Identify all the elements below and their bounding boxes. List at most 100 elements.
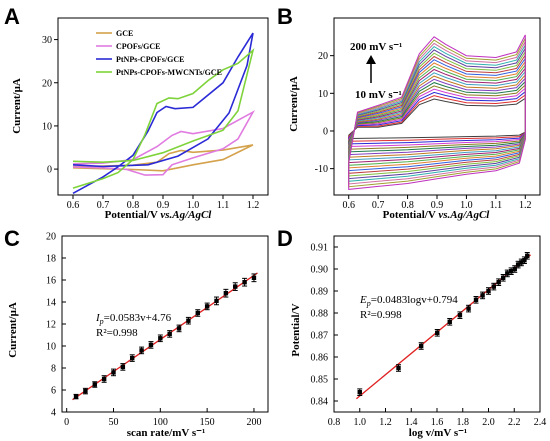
panel-b-xtick-label: 1.0: [460, 200, 473, 211]
panel-b-xtick-label: 0.8: [401, 200, 414, 211]
panel-b-ytick-label: -10: [315, 164, 328, 175]
panel-d-xtick-label: 1.8: [457, 417, 470, 428]
panel-b-ytick-label: 0: [323, 126, 328, 137]
panel-b-axes: 0.6 0.7 0.8 0.9 1.0 1.1 1.2 -10 0 10 20: [315, 17, 541, 211]
panel-c-point: [83, 388, 88, 394]
panel-b-series-10: [348, 97, 526, 140]
panel-b-series-140: [348, 53, 526, 174]
panel-d-xlabel: log v/mV s⁻¹: [409, 427, 467, 439]
panel-d-xtick-label: 1.0: [354, 417, 367, 428]
panel-b-series-20: [348, 94, 526, 142]
panel-d-point: [522, 258, 527, 263]
panel-c-ytick-label: 16: [46, 276, 56, 287]
panel-c-ylabel: Current/μA: [7, 302, 19, 358]
panel-c-xtick-label: 150: [200, 417, 215, 428]
panel-d-point: [418, 343, 424, 349]
panel-d-ytick-label: 0.84: [311, 397, 329, 408]
panel-b-series-80: [348, 73, 526, 158]
panel-label-a: A: [4, 4, 20, 29]
panel-c-point: [176, 326, 182, 331]
panel-a-series-ptnps: [72, 32, 254, 195]
panel-c-point: [214, 298, 219, 304]
panel-d-xtick-label: 1.4: [405, 417, 418, 428]
panel-d-ytick-label: 0.87: [311, 331, 329, 342]
panel-c-point: [120, 364, 126, 370]
panel-a-legend-label: PtNPs-CPOFs/GCE: [116, 55, 184, 64]
panel-a-series-mwcnts: [72, 48, 255, 189]
panel-b-ytick-label: 10: [318, 89, 328, 100]
panel-d-xtick-label: 0.8: [328, 417, 341, 428]
panel-c-ytick-label: 8: [51, 364, 56, 375]
panel-d-axes: 0.8 1.0 1.2 1.4 1.6 1.8 2.0 2.2 2.4 0.84 0.85 0.86 0…: [311, 235, 546, 428]
panel-c-equation-text: Ip=0.0583v+4.76: [95, 312, 172, 326]
panel-b-arrow-head: [366, 55, 376, 64]
panel-a-xlabel: Potential/V vs.Ag/AgCl: [105, 209, 213, 221]
panel-a-xtick-label: 0.8: [127, 200, 140, 211]
panel-b-ytick-label: 20: [318, 51, 328, 62]
panel-a-ylabel: Current/μA: [11, 78, 23, 134]
panel-c-point: [223, 291, 229, 296]
panel-a-curves: [72, 32, 256, 195]
panel-b-xtick-label: 0.9: [431, 200, 444, 211]
panel-b-annotation-top: 200 mV s⁻¹: [350, 41, 402, 53]
panel-c-point: [195, 310, 200, 316]
panel-c-point: [73, 394, 79, 399]
panel-a-xtick-label: 0.6: [67, 200, 80, 211]
panel-a-xtick-label: 1.1: [217, 200, 230, 211]
panel-b-annotation: 200 mV s⁻¹ 10 mV s⁻¹: [350, 41, 402, 101]
panel-b-series-40: [348, 87, 526, 148]
panel-c-ytick-label: 4: [51, 408, 56, 419]
panel-c-point: [233, 284, 238, 289]
panel-a-axes: 0.6 0.7 0.8 0.9 1.0 1.1 1.2 0 10 20 30: [42, 17, 269, 211]
panel-a-ytick-label: 30: [42, 35, 52, 46]
panel-d-frame: [333, 235, 541, 413]
panel-c-point: [204, 304, 210, 309]
panel-d-point: [525, 253, 530, 258]
panel-d-ytick-label: 0.91: [311, 243, 329, 254]
panel-a-xtick-label: 0.7: [97, 200, 110, 211]
panel-c-point: [139, 348, 144, 353]
panel-d-point: [512, 266, 517, 272]
panel-label-d: D: [277, 226, 293, 251]
panel-c-point: [92, 382, 97, 387]
panel-b-series-90: [348, 70, 526, 161]
panel-label-c: C: [4, 226, 20, 251]
panel-d-point: [505, 271, 510, 276]
panel-b-series-190: [348, 38, 526, 188]
panel-b-series-110: [348, 63, 526, 166]
panel-a-series-gce: [72, 144, 254, 172]
panel-b-series-60: [348, 80, 526, 153]
panel-c-point: [251, 275, 257, 280]
panel-a-ytick-label: 20: [42, 78, 52, 89]
panel-b-ylabel: Current/μA: [288, 76, 300, 132]
panel-b-series-200: [348, 34, 526, 190]
panel-d-ytick-label: 0.88: [311, 309, 329, 320]
panel-d-point: [473, 297, 479, 302]
panel-a-legend: GCE CPOFs/GCE PtNPs-CPOFs/GCE PtNPs-CPOFs-M…: [96, 29, 222, 77]
panel-b-series-100: [348, 66, 526, 164]
panel-d-xtick-label: 1.6: [431, 417, 444, 428]
panel-c-point: [101, 376, 107, 382]
panel-c-point: [167, 331, 172, 337]
panel-a-xtick-label: 1.0: [187, 200, 200, 211]
panel-b-xtick-label: 0.6: [342, 200, 355, 211]
panel-d-xtick-label: 2.0: [482, 417, 495, 428]
panel-a-legend-label: PtNPs-CPOFs-MWCNTs/GCE: [116, 68, 222, 77]
panel-d-point: [491, 284, 496, 289]
panel-d-point: [466, 306, 471, 311]
panel-a-series-cpofs: [72, 110, 256, 176]
panel-c-point: [158, 336, 163, 341]
panel-d-point: [500, 275, 506, 280]
panel-d-point: [480, 293, 485, 298]
panel-d-point: [357, 390, 362, 395]
panel-d-xtick-label: 1.2: [379, 417, 392, 428]
panel-b-series-130: [348, 56, 526, 172]
panel-b-series-160: [348, 46, 526, 180]
panel-a-xtick-label: 1.2: [247, 200, 260, 211]
panel-a-ytick-label: 0: [47, 165, 52, 176]
panel-d-point: [396, 365, 401, 371]
panel-b-series-120: [348, 60, 526, 169]
panel-c-ytick-label: 12: [46, 320, 56, 331]
